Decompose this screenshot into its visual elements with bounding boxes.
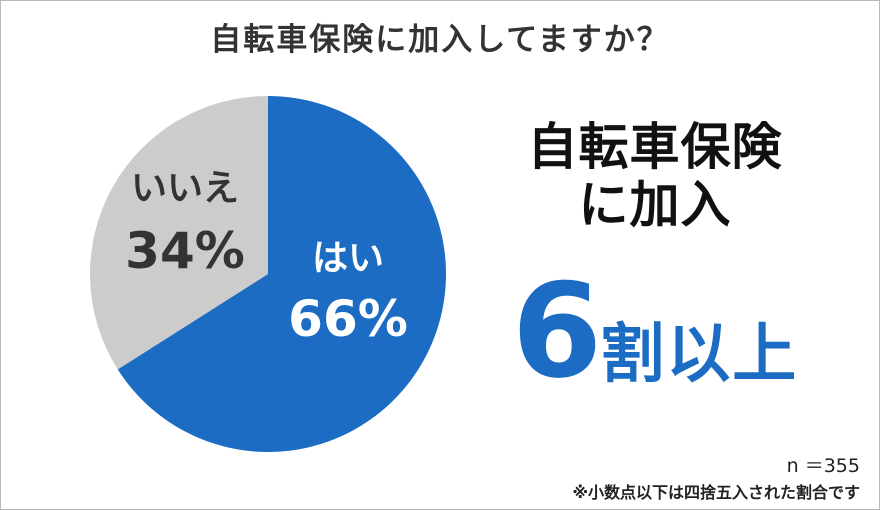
headline: 自転車保険 に加入 [455,118,855,234]
slice-label-1: いいえ [131,168,239,209]
pie-slice-1 [90,96,268,370]
slice-value-1: 34% [125,222,245,280]
big-stat-number: 6 [511,255,602,407]
pie-slice-0 [117,96,447,452]
slice-value-0: 66% [288,290,408,348]
chart-title: 自転車保険に加入してますか？ [210,22,670,58]
headline-line-1: 自転車保険 [527,118,783,176]
footnote: ※小数点以下は四捨五入された割合です [572,483,860,502]
slice-label-0: はい [312,238,384,279]
headline-line-2: に加入 [578,176,732,234]
sample-size: n ＝355 [786,455,860,477]
big-stat-unit: 割以上 [600,318,799,392]
big-stat: 6割以上 [455,255,855,407]
